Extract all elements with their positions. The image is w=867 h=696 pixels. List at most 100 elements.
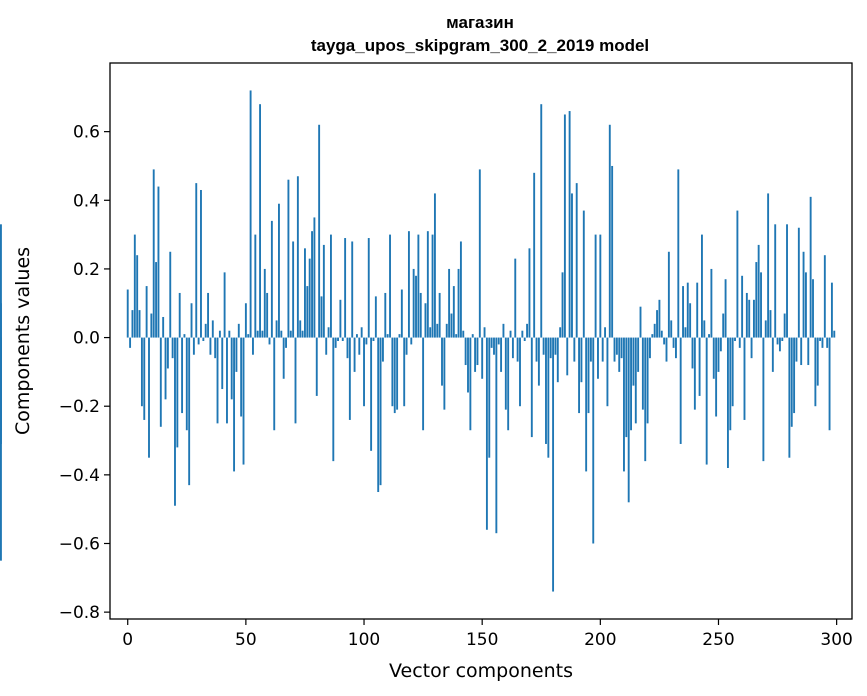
y-tick-label: 0.2 <box>73 260 100 280</box>
bar-10 <box>150 313 153 338</box>
bar-83 <box>322 244 325 338</box>
bar-181 <box>554 337 557 355</box>
bar-109 <box>384 292 387 338</box>
bar-115 <box>398 334 401 338</box>
bar-9 <box>148 337 150 458</box>
bar-41 <box>223 272 226 338</box>
y-tick-label: −0.4 <box>59 466 100 486</box>
bar-177 <box>545 337 547 444</box>
bar-95 <box>351 241 354 338</box>
bar-107 <box>379 337 382 486</box>
bar-240 <box>693 337 696 410</box>
bar-288 <box>807 337 810 366</box>
bar-137 <box>450 313 453 338</box>
bar-8 <box>145 286 148 338</box>
bar-93 <box>346 337 349 359</box>
bar-146 <box>471 334 474 338</box>
bar-67 <box>285 337 287 348</box>
bar-275 <box>776 337 779 345</box>
bar-294 <box>821 337 824 348</box>
bar-191 <box>578 337 581 414</box>
bar-241 <box>696 282 699 338</box>
bar-110 <box>386 334 389 338</box>
bar-153 <box>488 337 491 458</box>
bar-193 <box>582 210 585 338</box>
x-axis-label: Vector components <box>389 660 573 682</box>
bar-262 <box>745 292 748 338</box>
bar-149 <box>478 169 481 338</box>
bar-74 <box>301 330 304 338</box>
bar-120 <box>410 337 413 345</box>
bar-254 <box>726 337 729 468</box>
bar-195 <box>587 337 590 414</box>
bar-172 <box>533 172 536 338</box>
bar-75 <box>304 248 306 338</box>
bar-176 <box>542 337 545 355</box>
bar-243 <box>701 234 703 338</box>
bar-133 <box>441 337 443 386</box>
bar-157 <box>497 337 500 345</box>
bar-129 <box>431 234 434 338</box>
bar-51 <box>247 334 250 338</box>
bar-219 <box>644 337 647 462</box>
bar-290 <box>812 279 814 338</box>
bar-242 <box>698 337 701 396</box>
bar-278 <box>783 313 786 338</box>
bar-99 <box>360 327 363 338</box>
bar-229 <box>667 251 670 338</box>
bar-197 <box>592 337 595 544</box>
bar-231 <box>672 337 675 348</box>
bar-225 <box>658 299 661 338</box>
bar-77 <box>308 258 311 338</box>
bar-68 <box>287 179 290 338</box>
x-tick-label: 0 <box>122 630 133 650</box>
x-tick-label: 250 <box>702 630 734 650</box>
bar-188 <box>571 193 573 338</box>
bar-29 <box>195 183 198 338</box>
bar-291 <box>814 337 817 407</box>
bar-184 <box>561 272 564 338</box>
bar-295 <box>823 255 826 338</box>
bar-73 <box>299 320 302 338</box>
bar-36 <box>211 320 214 338</box>
bar-281 <box>790 337 793 427</box>
bar-282 <box>793 337 796 414</box>
bar-187 <box>568 111 571 338</box>
bar-189 <box>573 337 576 362</box>
bar-160 <box>504 337 507 410</box>
bar-106 <box>377 337 380 493</box>
bar-217 <box>639 306 642 338</box>
bar-277 <box>781 337 784 341</box>
bar-253 <box>724 279 727 338</box>
bar-202 <box>604 327 607 338</box>
bar-155 <box>493 337 495 355</box>
plot-frame <box>109 62 853 620</box>
bar-7 <box>143 337 146 420</box>
bar-31 <box>200 189 202 338</box>
y-tick-label: −0.6 <box>59 534 100 554</box>
bar-76 <box>306 286 309 338</box>
bar-23 <box>181 337 184 414</box>
bar-218 <box>641 337 644 410</box>
bar-198 <box>594 234 597 338</box>
bar-3 <box>133 234 136 338</box>
bar-175 <box>540 104 543 338</box>
bar-170 <box>528 248 531 338</box>
bar-263 <box>748 299 751 338</box>
bar-203 <box>606 337 609 407</box>
bar-283 <box>795 337 798 362</box>
bar-20 <box>174 337 176 506</box>
bar-119 <box>407 231 410 338</box>
bar-90 <box>339 299 342 338</box>
bar-227 <box>663 337 666 345</box>
bar-210 <box>623 337 625 472</box>
bar-11 <box>152 169 155 338</box>
bar-122 <box>415 275 417 338</box>
bar-70 <box>292 241 295 338</box>
bar-18 <box>169 251 172 338</box>
bar-47 <box>237 323 240 338</box>
bars-group <box>0 90 836 592</box>
x-tick-label: 300 <box>820 630 852 650</box>
y-axis-label: Components values <box>12 247 34 435</box>
